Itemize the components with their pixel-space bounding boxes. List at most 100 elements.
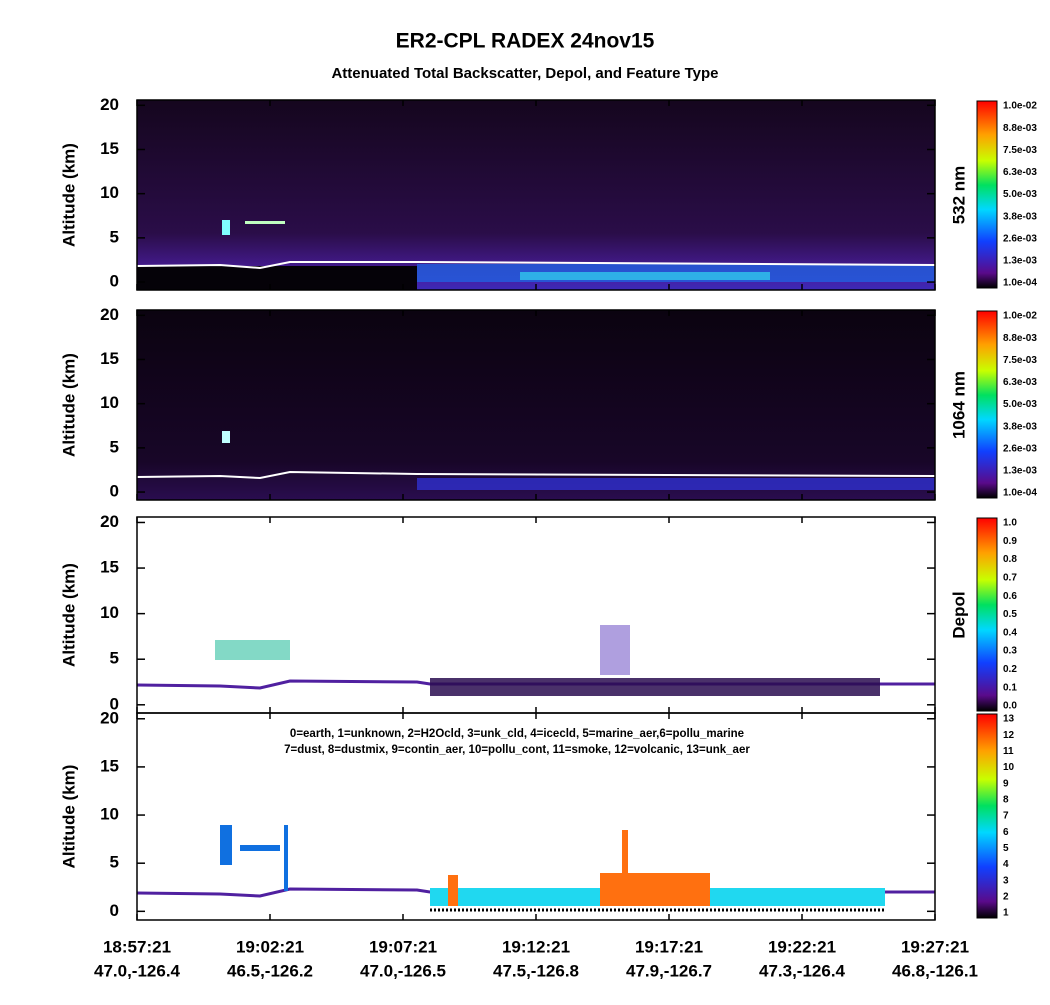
feature-legend: 7=dust, 8=dustmix, 9=contin_aer, 10=poll… xyxy=(284,744,750,756)
subtitle: Attenuated Total Backscatter, Depol, and… xyxy=(331,65,718,82)
colorbar-tick-label: 1 xyxy=(1003,908,1009,919)
y-axis-label: Altitude (km) xyxy=(59,563,78,667)
x-tick-time: 19:22:21 xyxy=(768,937,836,956)
colorbar-label: 532 nm xyxy=(949,166,968,225)
colorbar-tick-label: 2.6e-03 xyxy=(1003,233,1037,244)
colorbar-tick-label: 1.0e-02 xyxy=(1003,101,1037,112)
colorbar-tick-label: 3 xyxy=(1003,875,1009,886)
colorbar-tick-label: 1.0 xyxy=(1003,518,1017,529)
colorbar-tick-label: 10 xyxy=(1003,762,1015,773)
colorbar-tick-label: 6 xyxy=(1003,827,1009,838)
cloud xyxy=(222,431,230,443)
y-tick-label: 5 xyxy=(110,437,119,456)
y-axis-label: Altitude (km) xyxy=(59,143,78,247)
colorbar xyxy=(976,310,998,499)
colorbar-tick-label: 0.6 xyxy=(1003,591,1017,602)
x-tick-time: 19:07:21 xyxy=(369,937,437,956)
colorbar-tick-label: 7 xyxy=(1003,811,1009,822)
y-tick-label: 0 xyxy=(110,694,119,713)
depol-aerosol xyxy=(600,625,630,675)
colorbar-tick-label: 7.5e-03 xyxy=(1003,145,1037,156)
colorbar-tick-label: 4 xyxy=(1003,859,1009,870)
colorbar-tick-label: 7.5e-03 xyxy=(1003,355,1037,366)
colorbar-tick-label: 6.3e-03 xyxy=(1003,377,1037,388)
x-tick-time: 19:02:21 xyxy=(236,937,304,956)
aerosol-layer xyxy=(417,478,935,490)
y-axis-label: Altitude (km) xyxy=(59,765,78,869)
colorbar-tick-label: 1.0e-04 xyxy=(1003,488,1037,499)
y-tick-label: 0 xyxy=(110,272,119,291)
title: ER2-CPL RADEX 24nov15 xyxy=(396,30,655,53)
surface-line xyxy=(136,261,936,270)
y-tick-label: 5 xyxy=(110,649,119,668)
y-tick-label: 5 xyxy=(110,227,119,246)
colorbar-tick-label: 1.3e-03 xyxy=(1003,256,1037,267)
colorbar-tick-label: 0.5 xyxy=(1003,609,1017,620)
y-tick-label: 15 xyxy=(100,756,119,775)
ice-cloud xyxy=(240,845,280,851)
x-tick-time: 19:12:21 xyxy=(502,937,570,956)
colorbar-tick-label: 5.0e-03 xyxy=(1003,399,1037,410)
x-tick-location: 46.5,-126.2 xyxy=(227,961,313,980)
smoke-layer xyxy=(622,830,628,875)
y-tick-label: 0 xyxy=(110,901,119,920)
colorbar-tick-label: 0.4 xyxy=(1003,627,1017,638)
colorbar-tick-label: 0.9 xyxy=(1003,536,1017,547)
colorbar-tick-label: 0.1 xyxy=(1003,682,1017,693)
y-tick-label: 10 xyxy=(100,603,119,622)
colorbar-tick-label: 13 xyxy=(1003,714,1015,725)
colorbar-tick-label: 1.3e-03 xyxy=(1003,466,1037,477)
y-tick-label: 20 xyxy=(100,708,119,727)
depol-layer xyxy=(430,678,880,696)
surface-shadow xyxy=(137,266,417,290)
cloud xyxy=(222,220,230,235)
colorbar-tick-label: 8 xyxy=(1003,794,1009,805)
aerosol-core xyxy=(520,272,770,280)
depol-cloud xyxy=(215,640,290,660)
colorbar-tick-label: 0.2 xyxy=(1003,664,1017,675)
y-tick-label: 10 xyxy=(100,183,119,202)
x-tick-location: 47.5,-126.8 xyxy=(493,961,579,980)
colorbar-tick-label: 0.7 xyxy=(1003,573,1017,584)
x-tick-location: 47.9,-126.7 xyxy=(626,961,712,980)
cloud xyxy=(245,221,285,224)
colorbar-tick-label: 5.0e-03 xyxy=(1003,189,1037,200)
colorbar-tick-label: 2.6e-03 xyxy=(1003,443,1037,454)
ice-cloud xyxy=(284,825,288,891)
y-tick-label: 20 xyxy=(100,95,119,114)
colorbar-tick-label: 3.8e-03 xyxy=(1003,421,1037,432)
surface-line xyxy=(136,470,936,480)
y-axis-label: Altitude (km) xyxy=(59,353,78,457)
y-tick-label: 0 xyxy=(110,482,119,501)
y-tick-label: 15 xyxy=(100,349,119,368)
x-tick-location: 47.0,-126.4 xyxy=(94,961,181,980)
y-tick-label: 15 xyxy=(100,558,119,577)
colorbar xyxy=(976,713,998,919)
colorbar-tick-label: 9 xyxy=(1003,778,1009,789)
colorbar-tick-label: 6.3e-03 xyxy=(1003,167,1037,178)
x-tick-time: 18:57:21 xyxy=(103,937,171,956)
x-tick-location: 46.8,-126.1 xyxy=(892,961,978,980)
backscatter-image xyxy=(137,310,935,500)
colorbar-tick-label: 12 xyxy=(1003,730,1015,741)
colorbar-tick-label: 1.0e-04 xyxy=(1003,278,1037,289)
colorbar-tick-label: 0.8 xyxy=(1003,554,1017,565)
y-tick-label: 20 xyxy=(100,512,119,531)
y-tick-label: 20 xyxy=(100,305,119,324)
y-tick-label: 5 xyxy=(110,853,119,872)
colorbar-label: Depol xyxy=(949,591,968,638)
colorbar xyxy=(976,100,998,289)
ice-cloud xyxy=(220,825,232,865)
feature-legend: 0=earth, 1=unknown, 2=H2Ocld, 3=unk_cld,… xyxy=(290,728,744,740)
smoke-layer xyxy=(600,873,710,906)
colorbar-label: 1064 nm xyxy=(949,371,968,439)
x-tick-time: 19:27:21 xyxy=(901,937,969,956)
colorbar-tick-label: 1.0e-02 xyxy=(1003,311,1037,322)
colorbar-tick-label: 2 xyxy=(1003,891,1009,902)
x-tick-location: 47.0,-126.5 xyxy=(360,961,446,980)
x-tick-location: 47.3,-126.4 xyxy=(759,961,846,980)
smoke-layer xyxy=(448,875,458,906)
colorbar xyxy=(976,517,998,712)
x-tick-time: 19:17:21 xyxy=(635,937,703,956)
colorbar-tick-label: 8.8e-03 xyxy=(1003,123,1037,134)
